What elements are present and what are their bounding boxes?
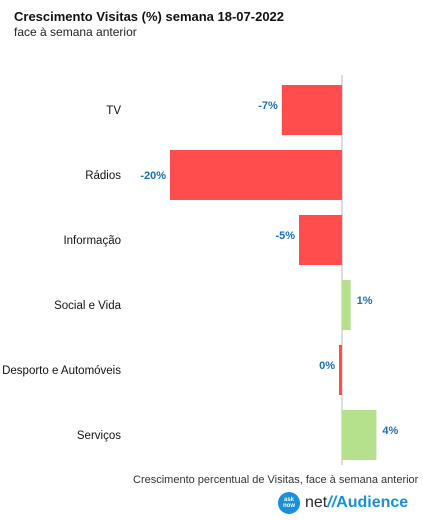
category-label: Social e Vida xyxy=(54,300,122,312)
category-label: Rádios xyxy=(85,170,121,182)
bar xyxy=(299,215,342,265)
logo-text-audience: Audience xyxy=(336,494,409,511)
bar xyxy=(342,410,377,460)
bar xyxy=(281,85,342,135)
bar xyxy=(342,280,351,330)
logo-text-slash: // xyxy=(327,494,337,511)
category-label: Informação xyxy=(63,235,121,247)
data-label: -7% xyxy=(258,100,278,112)
bar-chart: TV -7% Rádios -20% Informação -5% Social e Vid… xyxy=(2,75,399,465)
data-label: -20% xyxy=(140,170,166,182)
category-label: TV xyxy=(106,105,121,117)
data-label: 0% xyxy=(319,360,335,372)
bar xyxy=(339,345,342,395)
chart-title: Crescimento Visitas (%) semana 18-07-202… xyxy=(14,9,285,24)
netaudience-logo: ask now net // Audience xyxy=(278,492,408,514)
category-label: Desporto e Automóveis xyxy=(2,365,121,377)
data-label: 4% xyxy=(382,425,398,437)
logo-badge-icon: ask now xyxy=(278,492,300,514)
logo-text-net: net xyxy=(305,494,328,511)
chart-subtitle: face à semana anterior xyxy=(14,25,137,39)
data-label: -5% xyxy=(275,230,295,242)
bar xyxy=(170,150,342,200)
data-label: 1% xyxy=(357,295,373,307)
category-label: Serviços xyxy=(77,430,121,442)
x-axis-label: Crescimento percentual de Visitas, face … xyxy=(133,474,419,486)
